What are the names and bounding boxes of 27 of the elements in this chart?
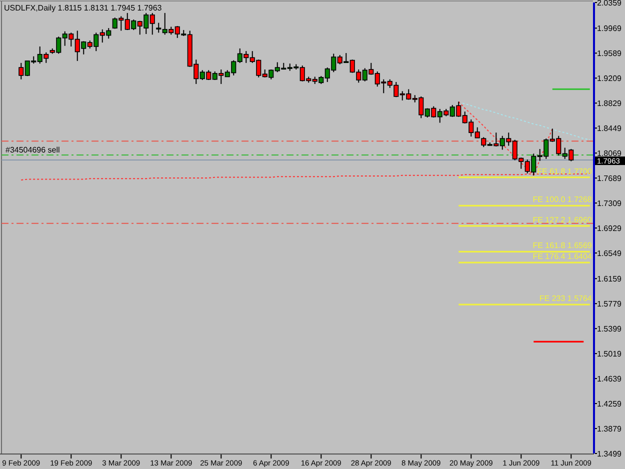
y-tick-label: 1.5399 <box>597 324 622 334</box>
y-tick-label: 1.6159 <box>597 274 622 284</box>
series-label: FE 61.8 1.7700 <box>537 166 592 176</box>
y-tick-label: 1.9589 <box>597 48 622 58</box>
y-tick-label: 1.5019 <box>597 349 622 358</box>
y-tick-label: 1.8069 <box>597 148 622 158</box>
series-label: FE 100.0 1.7268 <box>532 195 592 204</box>
y-tick-label: 1.3879 <box>597 424 622 434</box>
y-tick-label: 1.8449 <box>597 124 622 133</box>
ref-line-label: #34504696 sell <box>6 145 60 154</box>
series-label: FE 176.4 1.6404 <box>532 252 592 262</box>
series-label: FE 161.8 1.6569 <box>532 241 592 250</box>
y-tick-label: 1.9969 <box>597 24 622 33</box>
y-tick-label: 1.3499 <box>597 449 622 458</box>
y-tick-label: 1.4639 <box>597 374 622 384</box>
y-tick-label: 1.7309 <box>597 198 622 208</box>
y-tick-label: 1.6549 <box>597 248 622 258</box>
chart-title: USDLFX,Daily 1.8115 1.8131 1.7945 1.7963 <box>4 4 162 12</box>
series-label: FE 233 1.5764 <box>539 294 592 304</box>
y-tick-label: 1.7689 <box>597 174 622 183</box>
y-tick-label: 2.0359 <box>597 0 622 8</box>
y-tick-label: 1.8829 <box>597 98 622 108</box>
y-tick-label: 1.4259 <box>597 399 622 408</box>
y-tick-label: 1.6929 <box>597 224 622 233</box>
y-tick-label: 1.5779 <box>597 299 622 308</box>
y-tick-label: 1.9209 <box>597 74 622 83</box>
series-label: FE 127.2 1.6960 <box>532 215 592 224</box>
